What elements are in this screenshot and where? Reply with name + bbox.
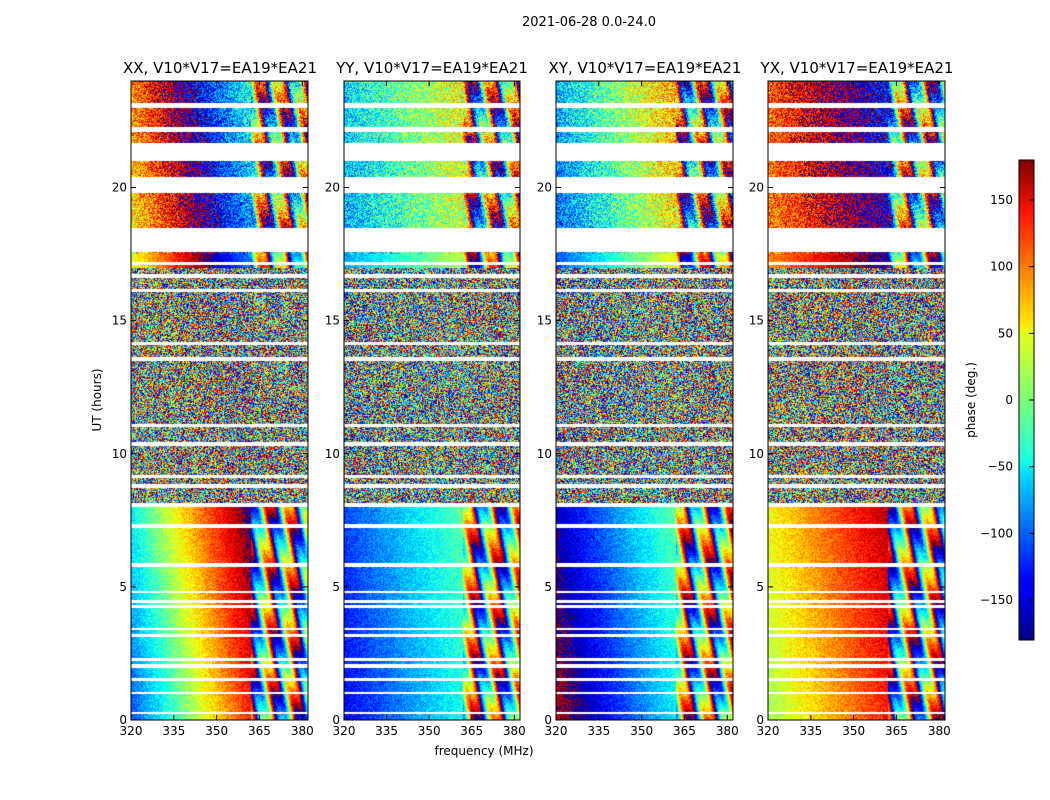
- x-tick-label: 335: [375, 724, 398, 738]
- colorbar-tick-label: 0: [1005, 393, 1013, 407]
- y-tick-label: 5: [332, 580, 340, 594]
- panel-frame: [343, 80, 521, 721]
- y-tick-label: 0: [332, 713, 340, 727]
- colorbar-tick-label: −150: [980, 593, 1013, 607]
- colorbar-tick-label: 100: [990, 260, 1013, 274]
- panel-yy: YY, V10*V17=EA19*EA21: [335, 59, 528, 721]
- panel-title: YY, V10*V17=EA19*EA21: [335, 59, 528, 77]
- panel-frame: [555, 80, 734, 721]
- y-tick-label: 15: [749, 314, 764, 328]
- y-tick-label: 5: [119, 580, 127, 594]
- x-tick-label: 320: [120, 724, 143, 738]
- figure-title: 2021-06-28 0.0-24.0: [522, 15, 656, 30]
- panel-title: XY, V10*V17=EA19*EA21: [549, 59, 742, 77]
- x-tick-label: 365: [460, 724, 483, 738]
- panel-yx: YX, V10*V17=EA19*EA21: [760, 59, 954, 721]
- panel-xx: XX, V10*V17=EA19*EA21: [123, 59, 317, 721]
- x-tick-label: 350: [418, 724, 441, 738]
- colorbar-ticks: 150 100 50 0 −50 −100 −150: [980, 193, 1034, 607]
- x-tick-label: 320: [333, 724, 356, 738]
- y-tick-label: 0: [756, 713, 764, 727]
- colorbar-tick-label: 150: [990, 193, 1013, 207]
- y-tick-label: 0: [544, 713, 552, 727]
- y-tick-label: 0: [119, 713, 127, 727]
- x-tick-label: 365: [885, 724, 908, 738]
- y-tick-label: 5: [756, 580, 764, 594]
- panel-title: YX, V10*V17=EA19*EA21: [760, 59, 954, 77]
- x-tick-label: 335: [162, 724, 185, 738]
- x-tick-label: 380: [716, 724, 739, 738]
- panel-frame: [130, 80, 309, 721]
- heatmap-image: [344, 81, 520, 720]
- x-tick-label: 320: [757, 724, 780, 738]
- y-tick-label: 15: [325, 314, 340, 328]
- x-tick-label: 350: [205, 724, 228, 738]
- x-axis-label: frequency (MHz): [434, 744, 533, 758]
- y-tick-label: 20: [112, 181, 127, 195]
- x-tick-label: 335: [799, 724, 822, 738]
- y-tick-label: 20: [749, 181, 764, 195]
- y-tick-label: 20: [325, 181, 340, 195]
- colorbar-tick-label: 50: [998, 326, 1013, 340]
- colorbar-tick-label: −50: [988, 460, 1013, 474]
- x-tick-label: 350: [630, 724, 653, 738]
- x-tick-label: 365: [673, 724, 696, 738]
- x-tick-label: 380: [503, 724, 526, 738]
- heatmap-image: [556, 81, 733, 720]
- panel-title: XX, V10*V17=EA19*EA21: [123, 59, 317, 77]
- heatmap-image: [768, 81, 945, 720]
- panel-frame: [767, 80, 946, 721]
- x-tick-label: 380: [291, 724, 314, 738]
- heatmap-image: [131, 81, 308, 720]
- y-tick-label: 10: [749, 447, 764, 461]
- x-tick-label: 320: [545, 724, 568, 738]
- panel-xy: XY, V10*V17=EA19*EA21: [549, 59, 742, 721]
- y-tick-label: 15: [112, 314, 127, 328]
- y-tick-label: 5: [544, 580, 552, 594]
- y-tick-label: 10: [325, 447, 340, 461]
- colorbar-label: phase (deg.): [964, 362, 978, 438]
- y-tick-label: 10: [112, 447, 127, 461]
- y-tick-label: 15: [537, 314, 552, 328]
- colorbar-tick-label: −100: [980, 526, 1013, 540]
- y-tick-label: 10: [537, 447, 552, 461]
- y-tick-label: 20: [537, 181, 552, 195]
- y-axis-label: UT (hours): [90, 368, 104, 431]
- x-tick-label: 350: [842, 724, 865, 738]
- colorbar: 150 100 50 0 −50 −100 −150 phase (deg.): [964, 159, 1035, 641]
- axis-ticks: 320 335 350 365 380 0 5 10 15 20 320 335 350 365 380 0 5…: [112, 81, 951, 738]
- x-tick-label: 365: [248, 724, 271, 738]
- x-tick-label: 380: [928, 724, 951, 738]
- x-tick-label: 335: [587, 724, 610, 738]
